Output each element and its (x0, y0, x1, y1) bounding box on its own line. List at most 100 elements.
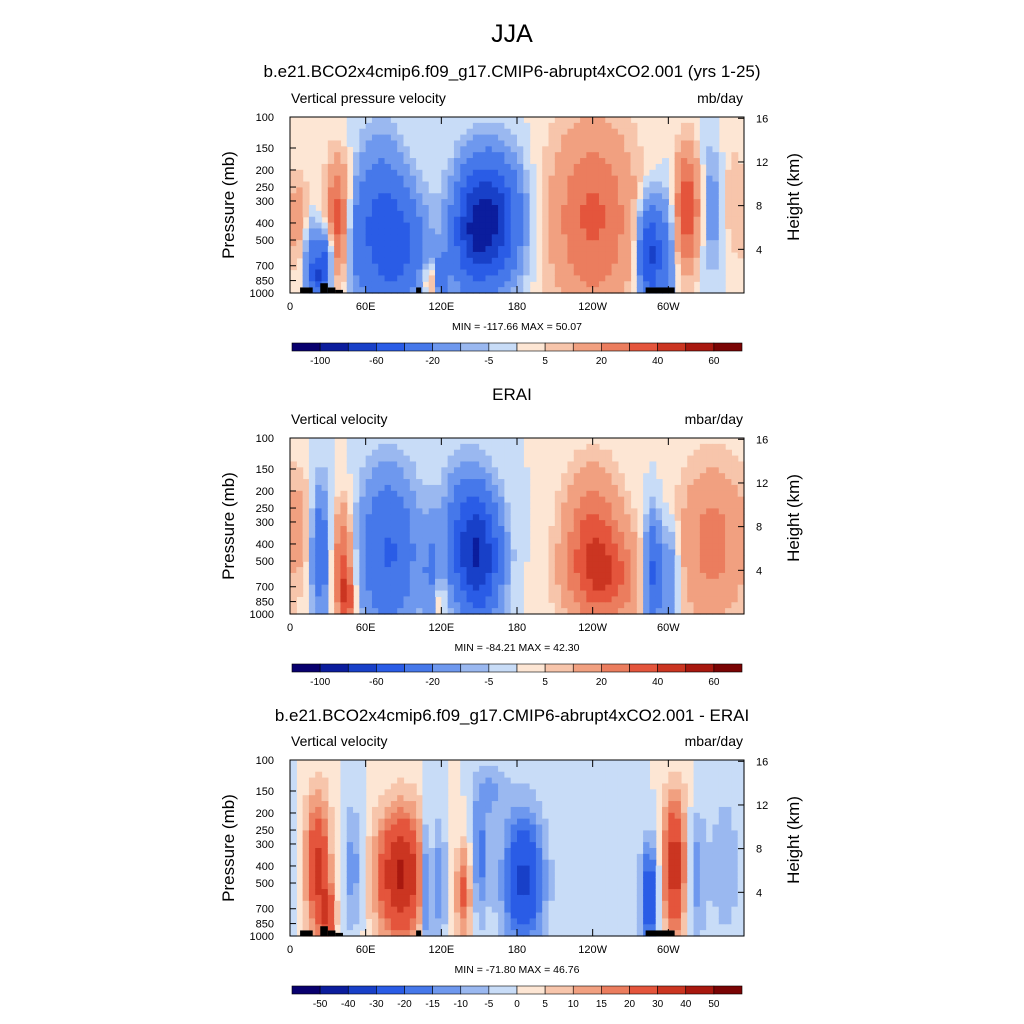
panel-1-field-cell (441, 216, 449, 224)
panel-2-field-cell (296, 520, 304, 527)
panel-1-field-cell (529, 169, 537, 177)
panel-2-field-cell (435, 578, 442, 586)
panel-3-field-cell (479, 806, 487, 814)
panel-1-field-cell (580, 240, 587, 247)
panel-1-field-cell (561, 216, 569, 224)
panel-3-field-cell (302, 906, 310, 914)
panel-1-field-cell (491, 181, 499, 188)
panel-2-field-cell (353, 514, 360, 521)
panel-1-field-cell (428, 263, 436, 271)
panel-2-field-cell (346, 578, 354, 586)
panel-1-field-cell (296, 251, 304, 259)
panel-1-field-cell (598, 275, 606, 282)
panel-3-field-cell (302, 865, 310, 873)
panel-2-field-cell (390, 555, 398, 562)
panel-1-field-cell (435, 275, 442, 282)
panel-3-field-cell (327, 812, 335, 820)
panel-1-field-cell (554, 146, 562, 153)
panel-1-field-cell (479, 146, 487, 153)
panel-2-field-cell (479, 526, 487, 533)
panel-2-field-cell (296, 496, 304, 504)
panel-2-field-cell (611, 467, 619, 474)
panel-3-field-cell (523, 900, 531, 908)
panel-1-field-cell (718, 269, 726, 276)
panel-3-field-cell (403, 889, 411, 896)
panel-3-field-cell (365, 883, 373, 890)
panel-3-field-cell (542, 918, 550, 925)
panel-1-field-cell (643, 251, 651, 259)
panel-3-field-cell (302, 912, 310, 919)
panel-2-field-cell (718, 467, 726, 474)
panel-2-field-cell (334, 543, 342, 551)
panel-2-field-cell (321, 443, 329, 451)
panel-2-field-cell (409, 572, 417, 580)
panel-3-field-cell (416, 795, 424, 802)
panel-1-field-cell (554, 187, 562, 194)
panel-1-field-cell (624, 140, 632, 147)
panel-2-field-cell (567, 555, 575, 562)
panel-2-field-cell (624, 502, 632, 509)
panel-3-field-cell (340, 912, 348, 919)
panel-2-field-cell (605, 578, 613, 586)
panel-2-field-cell (447, 473, 455, 480)
panel-2-field-cell (290, 484, 297, 492)
panel-1-field-cell (315, 240, 323, 247)
panel-2-field-cell (390, 531, 398, 539)
panel-3-field-cell (472, 930, 480, 937)
panel-2-field-cell (706, 608, 714, 615)
panel-1-field-cell (416, 175, 424, 183)
panel-3-field-cell (428, 806, 436, 814)
panel-1-field-cell (510, 187, 518, 194)
panel-3-field-cell (561, 906, 569, 914)
panel-3-field-cell (308, 906, 316, 914)
panel-1-field-cell (655, 246, 663, 253)
panel-2-field-cell (592, 596, 600, 603)
panel-1-field-cell (390, 275, 398, 282)
panel-1-field-cell (630, 122, 638, 130)
panel-1-field-cell (554, 193, 562, 200)
panel-2-field-cell (315, 608, 323, 615)
panel-2-field-cell (315, 496, 323, 504)
panel-1-field-cell (529, 187, 537, 194)
panel-2-field-cell (466, 596, 474, 603)
panel-2-field-cell (693, 578, 701, 586)
panel-3-field-cell (371, 930, 379, 937)
panel-2-field-cell (428, 555, 436, 562)
panel-1-field-cell (346, 222, 354, 230)
panel-2-field-cell (340, 590, 348, 597)
panel-2-field-cell (674, 602, 682, 609)
panel-3-field-cell (485, 818, 493, 826)
panel-1-field-cell (466, 263, 474, 271)
panel-1-field-cell (706, 210, 714, 218)
panel-1-field-cell (693, 216, 701, 224)
panel-2-field-cell (605, 602, 613, 609)
panel-1-field-cell (548, 234, 556, 241)
panel-3-field-cell (548, 894, 556, 902)
panel-3-field-cell (390, 906, 398, 914)
panel-2-field-cell (441, 531, 449, 539)
panel-2-field-cell (592, 520, 600, 527)
panel-3-field-cell (290, 771, 297, 779)
panel-2-field-cell (397, 584, 405, 592)
panel-1-field-cell (624, 205, 632, 212)
panel-2-field-cell (346, 531, 354, 539)
panel-3-field-cell (460, 848, 468, 855)
panel-3-field-cell (561, 877, 569, 884)
panel-2-field-cell (655, 567, 663, 574)
panel-1-field-cell (397, 287, 405, 294)
panel-1-field-cell (378, 169, 386, 177)
panel-2-field-cell (643, 479, 651, 486)
panel-2-field-cell (517, 561, 524, 568)
panel-3-field-cell (397, 789, 405, 796)
panel-3-field-cell (498, 783, 505, 790)
panel-2-field-cell (586, 531, 594, 539)
panel-1-field-cell (674, 169, 682, 177)
panel-2-x-tick-label: 120E (428, 622, 454, 634)
panel-1-field-cell (662, 269, 669, 276)
panel-2-field-cell (649, 479, 657, 486)
panel-1-field-cell (693, 222, 701, 230)
panel-3-field-cell (523, 824, 531, 831)
panel-2-field-cell (731, 567, 739, 574)
panel-3-field-cell (378, 900, 386, 908)
panel-1-field-cell (359, 205, 367, 212)
